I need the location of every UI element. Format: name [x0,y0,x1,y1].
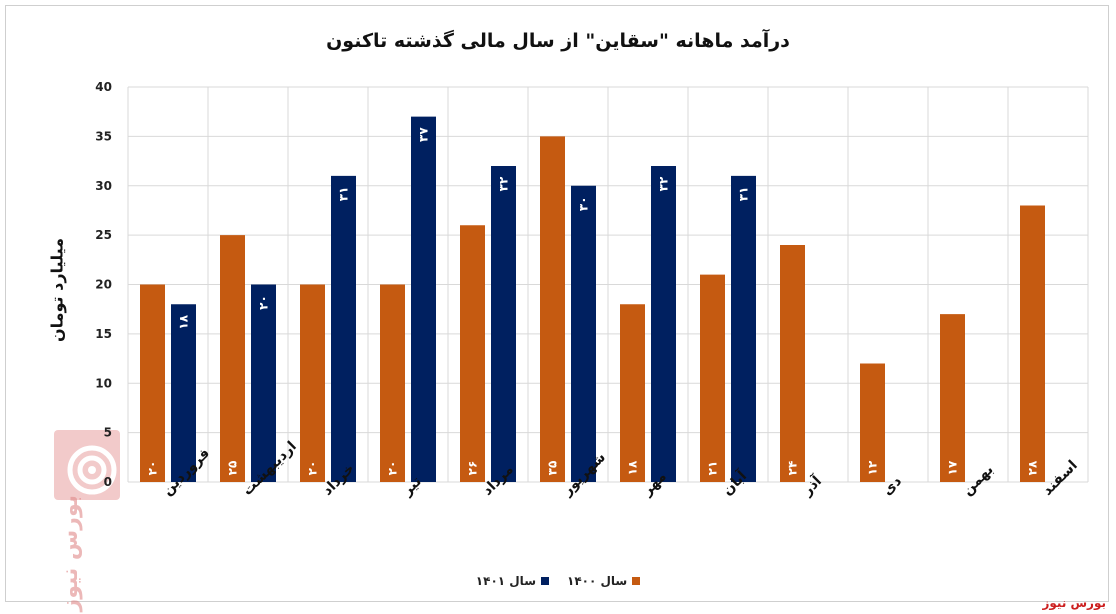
legend-label-1401: سال ۱۴۰۱ [475,574,536,588]
bar-1400 [540,136,565,482]
bar-1400 [1020,205,1045,482]
legend-swatch-1401 [541,577,549,585]
bar-1400 [700,274,725,482]
legend-item-1401: سال ۱۴۰۱ [476,574,549,588]
data-label: ۲۸ [1026,460,1040,475]
bar-1401 [331,175,356,482]
data-label: ۲۰ [257,295,271,310]
legend-label-1400: سال ۱۴۰۰ [567,574,628,588]
bar-1400 [780,245,805,482]
bar-1401 [171,304,196,482]
y-tick-label: 15 [95,327,112,341]
data-label: ۱۸ [626,460,640,475]
data-label: ۳۵ [546,461,560,476]
data-label: ۳۱ [337,187,351,202]
data-label: ۳۱ [737,187,751,202]
bar-1400 [220,235,245,482]
bar-1400 [620,304,645,482]
bar-1400 [300,284,325,482]
data-label: ۱۷ [946,460,960,475]
y-tick-label: 5 [104,426,112,440]
data-label: ۲۴ [786,461,800,476]
data-label: ۲۱ [706,461,720,476]
data-label: ۳۰ [577,196,591,211]
data-label: ۲۶ [466,461,480,476]
x-tick-label: بهمن [960,462,997,499]
bar-1401 [571,185,596,482]
legend-swatch-1400 [632,577,641,585]
data-label: ۲۰ [306,461,320,476]
y-tick-label: 0 [104,475,112,489]
data-label: ۱۸ [177,314,191,329]
legend-item-1400: سال ۱۴۰۰ [567,574,641,588]
bar-1400 [460,225,485,482]
data-label: ۲۰ [386,461,400,476]
bar-1401 [731,175,756,482]
bar-1400 [940,314,965,482]
y-tick-label: 20 [95,278,112,292]
data-label: ۱۲ [866,460,880,475]
watermark-logo-icon [54,430,120,500]
bar-1401 [491,166,516,482]
bar-1401 [251,284,276,482]
data-label: ۳۲ [497,176,511,191]
bar-1401 [411,116,436,482]
y-tick-label: 25 [95,228,112,242]
chart-title: درآمد ماهانه "سقاین" از سال مالی گذشته ت… [326,30,790,52]
y-tick-label: 35 [95,129,112,143]
legend: سال ۱۴۰۰ سال ۱۴۰۱ [0,574,1116,588]
bar-1401 [651,166,676,482]
data-label: ۲۵ [226,461,240,476]
bar-1400 [860,363,885,482]
bar-1400 [380,284,405,482]
y-tick-label: 40 [95,80,112,94]
x-tick-label: اسفند [1040,457,1081,498]
data-label: ۳۷ [417,127,431,142]
data-label: ۲۰ [146,461,160,476]
y-tick-label: 30 [95,179,112,193]
source-label: بورس نیوز [1042,596,1106,610]
bar-1400 [140,284,165,482]
y-tick-label: 10 [95,376,112,390]
data-label: ۳۲ [657,176,671,191]
